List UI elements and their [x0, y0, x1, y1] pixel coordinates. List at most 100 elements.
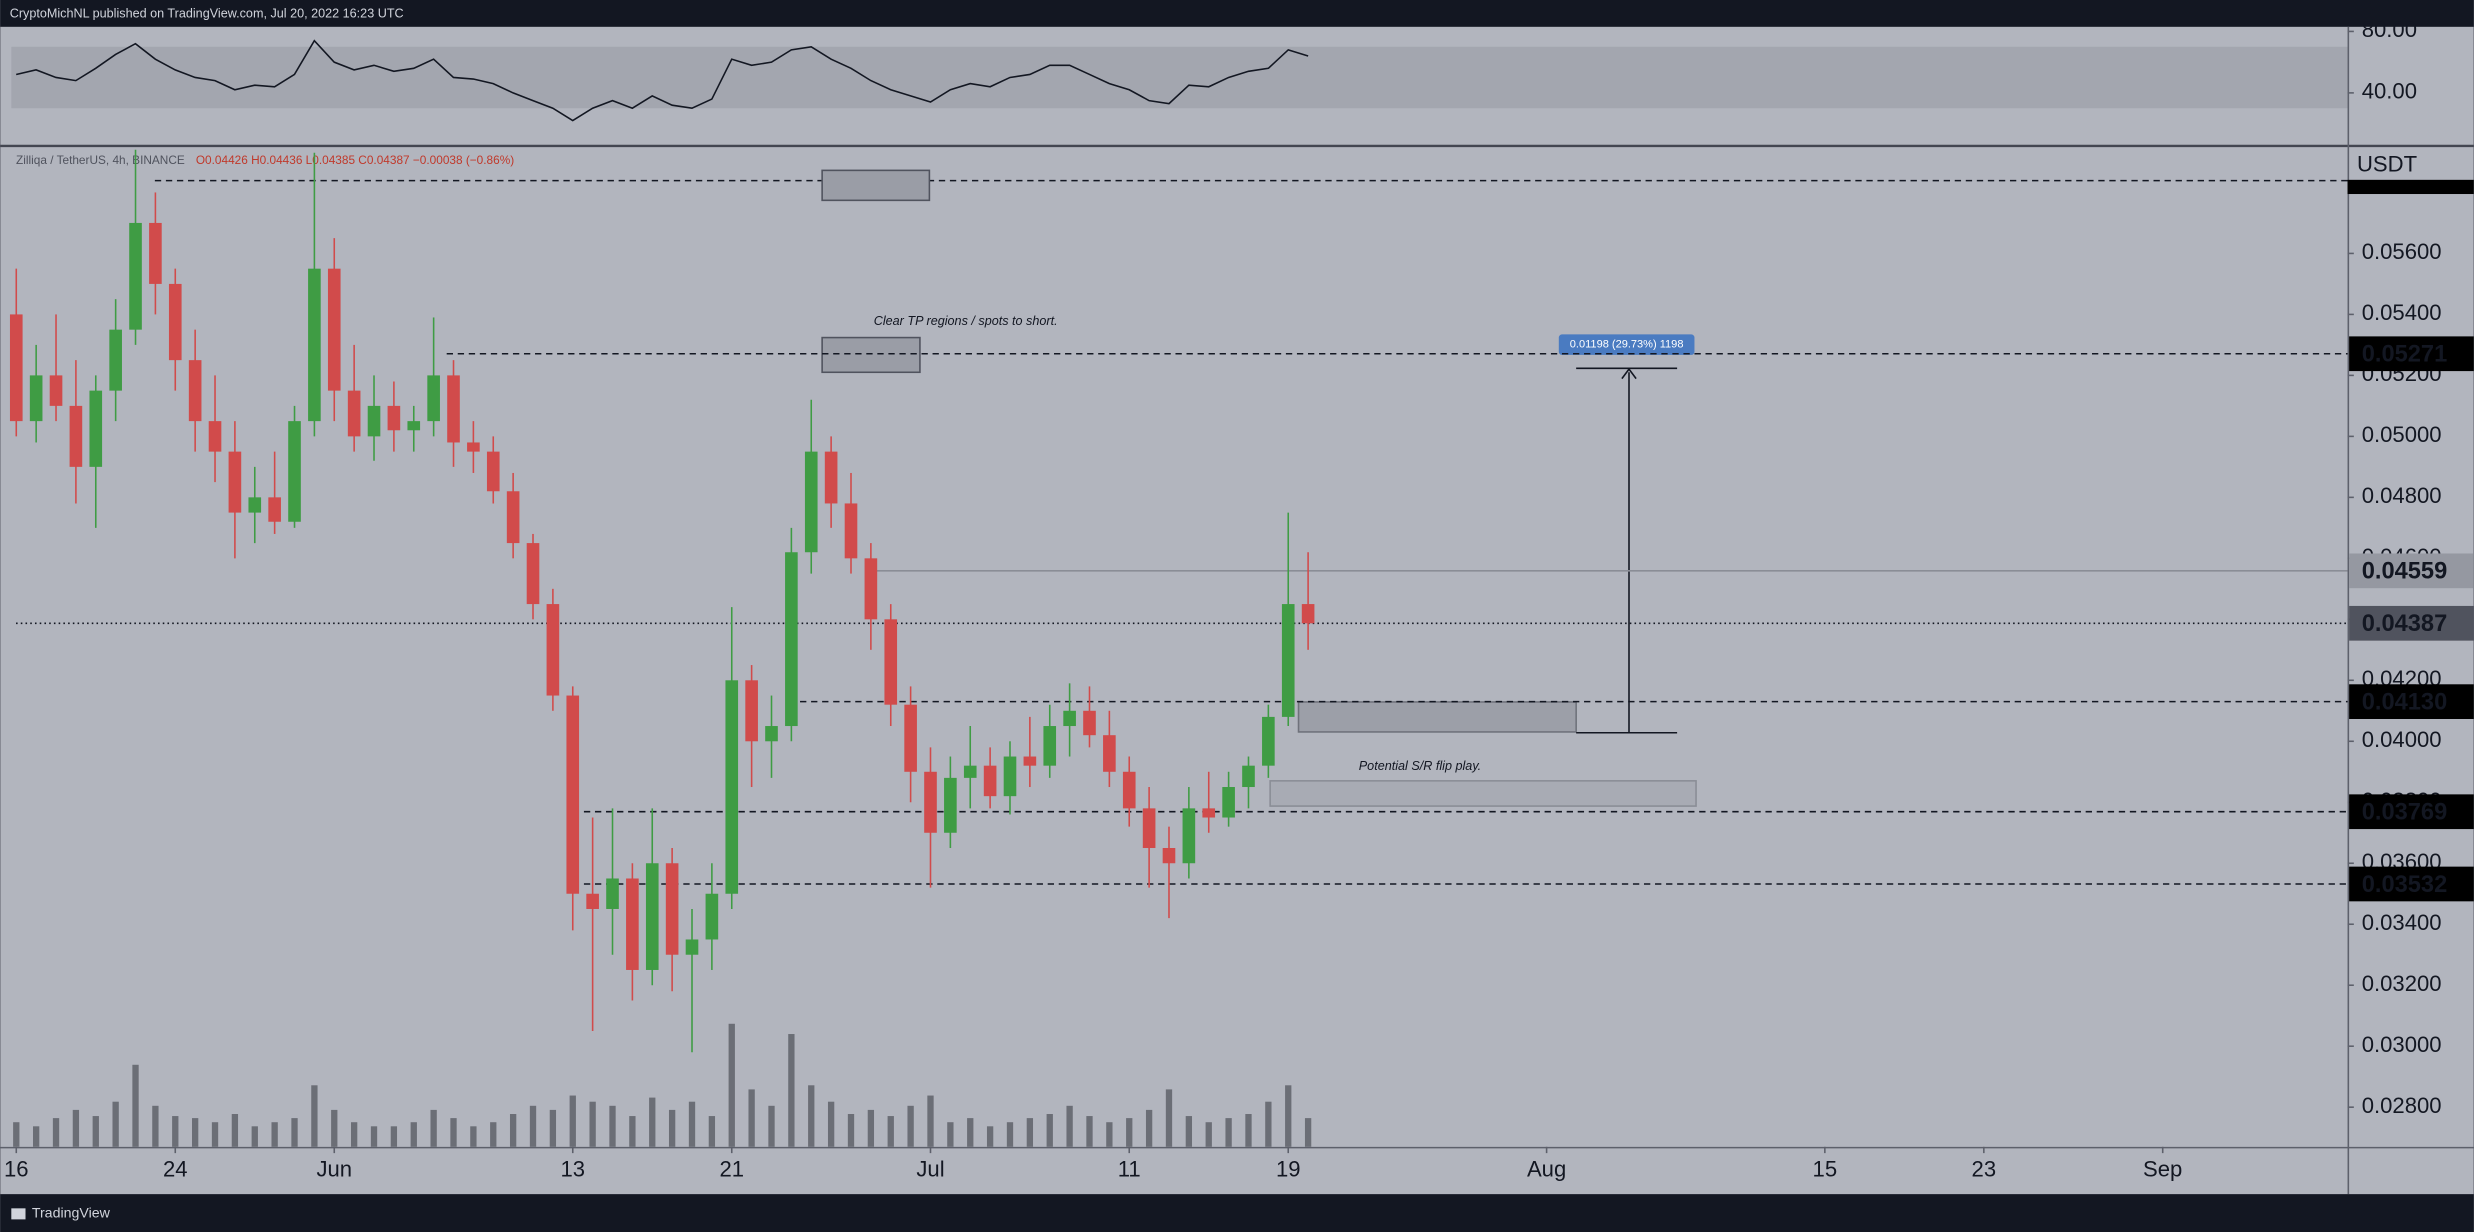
candle-body: [1063, 710, 1076, 727]
annotation: Clear TP regions / spots to short.: [874, 314, 1058, 328]
candle-body: [308, 268, 321, 422]
level-label-box: [2349, 336, 2474, 372]
candle-body: [1222, 787, 1235, 818]
candle-body: [188, 360, 202, 422]
symbol: Zilliqa / TetherUS, 4h, BINANCE: [16, 153, 185, 167]
volume-bar: [947, 1122, 954, 1147]
candle-body: [745, 680, 758, 742]
level-label-box: [2349, 553, 2474, 589]
candle-body: [149, 222, 162, 284]
annotation: Potential S/R flip play.: [1359, 759, 1481, 773]
y-tick-label: 0.03000: [2362, 1032, 2442, 1057]
volume-bar: [1245, 1114, 1252, 1147]
x-tick-label: 19: [1276, 1156, 1301, 1181]
candle-body: [1003, 756, 1017, 797]
volume-bar: [629, 1116, 636, 1147]
y-tick-label: 0.04800: [2362, 483, 2442, 508]
ohlc-legend: O0.04426 H0.04436 L0.04385 C0.04387 −0.0…: [196, 153, 514, 167]
y-tick-label: 0.05600: [2362, 239, 2442, 264]
volume-bar: [1285, 1085, 1292, 1147]
candle-body: [1162, 848, 1176, 864]
volume-bar: [748, 1089, 755, 1147]
candle-body: [467, 442, 480, 452]
candle-body: [1281, 604, 1295, 717]
volume-bar: [907, 1105, 914, 1147]
volume-bar: [589, 1101, 596, 1147]
candle-body: [884, 619, 898, 705]
volume-bar: [172, 1116, 179, 1147]
candle-body: [546, 604, 560, 696]
volume-bar: [490, 1122, 497, 1147]
level-label: 0.05271: [2362, 342, 2448, 368]
candle-body: [665, 863, 679, 955]
volume-bar: [827, 1101, 835, 1147]
volume-bar: [251, 1126, 258, 1147]
candle-body: [1142, 808, 1156, 849]
volume-bar: [1006, 1122, 1014, 1147]
candle-body: [1202, 808, 1216, 818]
header-bar: [0, 0, 2474, 27]
candle-body: [1103, 735, 1116, 772]
candle-body: [89, 390, 103, 467]
candle-body: [228, 451, 242, 513]
x-tick-label: 15: [1813, 1156, 1838, 1181]
volume-bar: [271, 1122, 278, 1147]
volume-bar: [72, 1109, 80, 1147]
volume-bar: [390, 1126, 398, 1147]
volume-bar: [1066, 1105, 1073, 1147]
x-tick-label: 13: [560, 1156, 585, 1181]
volume-bar: [350, 1122, 358, 1147]
level-label: 0.03532: [2362, 872, 2448, 898]
x-tick-label: Sep: [2143, 1156, 2182, 1181]
currency: USDT: [2357, 151, 2417, 176]
candle-body: [9, 314, 23, 422]
volume-bar: [1205, 1122, 1212, 1147]
candle-body: [1023, 756, 1037, 766]
y-tick-label: 0.02800: [2362, 1093, 2442, 1118]
x-tick-label: Jun: [316, 1156, 352, 1181]
candle-body: [49, 375, 63, 406]
volume-bar: [450, 1118, 457, 1147]
volume-bar: [152, 1105, 159, 1147]
volume-bar: [609, 1105, 616, 1147]
candle-body: [1301, 604, 1315, 624]
volume-bar: [211, 1122, 219, 1147]
candle-body: [685, 939, 699, 955]
candle-body: [327, 268, 341, 391]
volume-bar: [32, 1126, 40, 1147]
volume-bar: [649, 1097, 656, 1147]
volume-bar: [549, 1109, 557, 1147]
volume-bar: [470, 1126, 477, 1147]
candle-body: [506, 491, 520, 544]
candle-body: [765, 726, 778, 742]
candle-body: [1043, 726, 1057, 766]
rsi-band: [11, 46, 2348, 109]
volume-bar: [967, 1118, 974, 1147]
candle-body: [69, 405, 83, 467]
volume-bar: [13, 1122, 20, 1147]
volume-bar: [52, 1118, 60, 1147]
candle-body: [924, 771, 937, 833]
volume-bar: [430, 1109, 437, 1147]
candle-body: [1122, 771, 1136, 809]
candle-body: [526, 543, 540, 605]
volume-bar: [1165, 1089, 1173, 1147]
x-tick-label: 24: [163, 1156, 188, 1181]
level-label-box: [2349, 866, 2474, 902]
level-label: 0.04130: [2362, 689, 2448, 715]
level-label-box: [2349, 684, 2474, 719]
candle-body: [626, 878, 639, 970]
x-tick-label: 21: [719, 1156, 744, 1181]
y-tick-label: 0.05400: [2362, 300, 2442, 325]
candle-body: [1242, 765, 1255, 788]
volume-bar: [887, 1116, 894, 1147]
volume-bar: [1126, 1118, 1133, 1147]
level-label-box: [2349, 794, 2474, 830]
volume-bar: [231, 1114, 239, 1147]
level-label: 0.03769: [2362, 800, 2448, 826]
candle-body: [129, 222, 142, 330]
candle-body: [963, 765, 977, 778]
candle-body: [586, 893, 599, 909]
